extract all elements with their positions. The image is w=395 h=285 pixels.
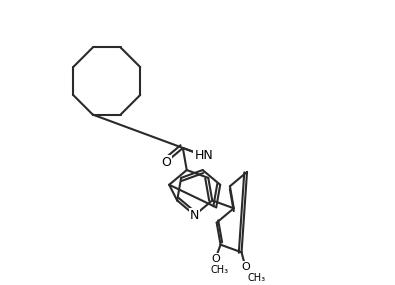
Text: CH₃: CH₃ xyxy=(248,273,266,283)
Text: HN: HN xyxy=(194,149,213,162)
Text: CH₃: CH₃ xyxy=(211,264,229,275)
Text: N: N xyxy=(190,209,199,222)
Text: O: O xyxy=(211,254,220,264)
Text: O: O xyxy=(241,262,250,272)
Text: O: O xyxy=(161,156,171,169)
